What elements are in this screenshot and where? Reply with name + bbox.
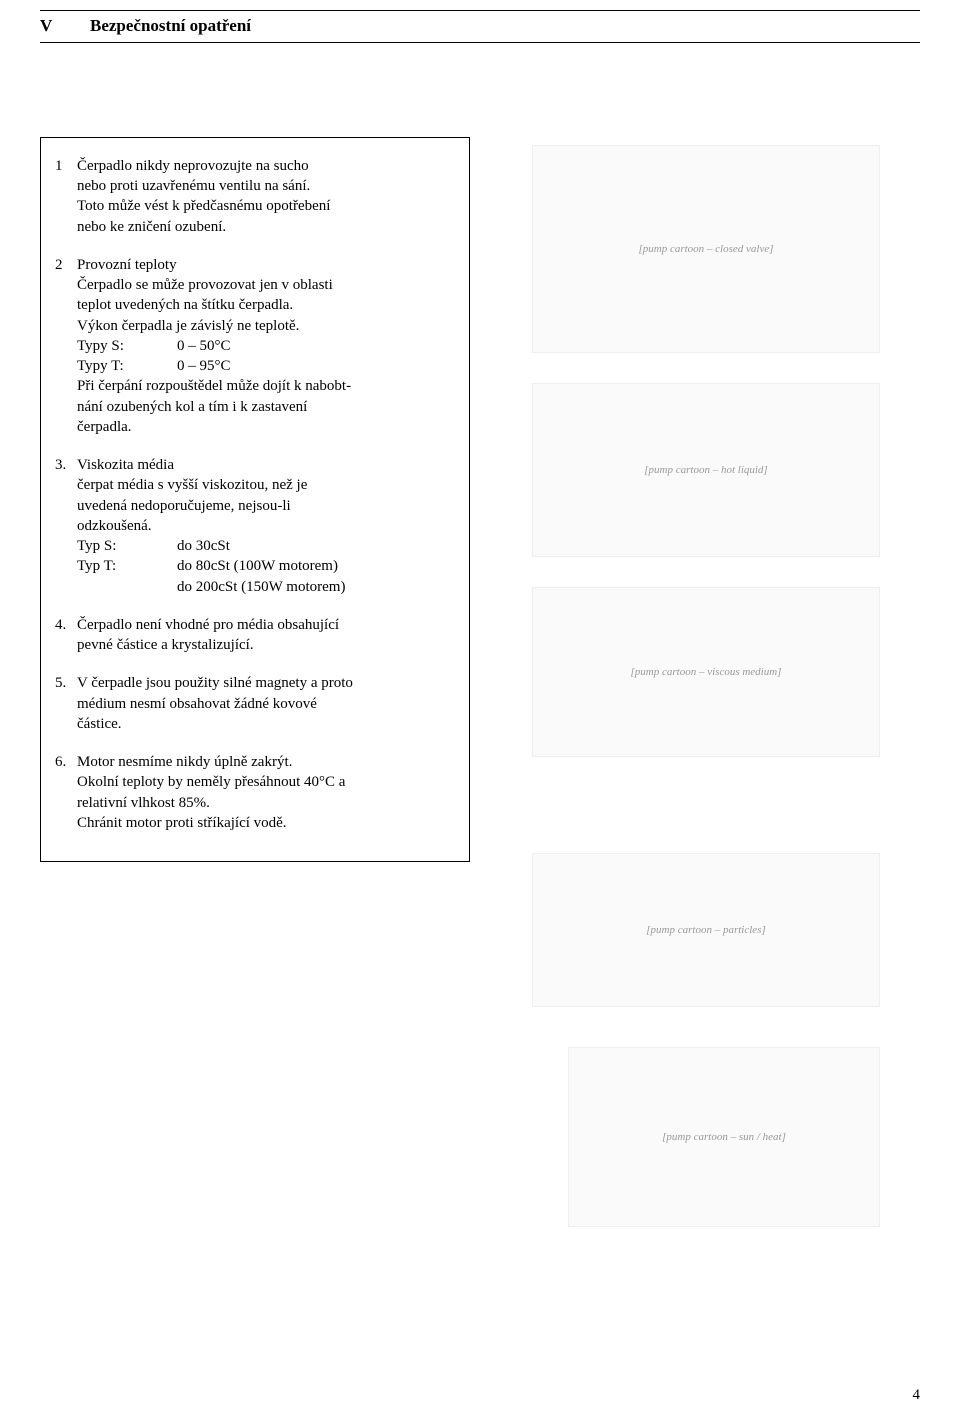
item-text: Okolní teploty by neměly přesáhnout 40°C… [77, 772, 455, 792]
item-text: teplot uvedených na štítku čerpadla. [77, 295, 455, 315]
section-header: V Bezpečnostní opatření [40, 10, 920, 43]
item-text: Toto může vést k předčasnému opotřebení [77, 196, 455, 216]
pump-illustration-2: [pump cartoon – hot liquid] [532, 383, 880, 557]
item-text: čerpadla. [77, 417, 455, 437]
item-text: Čerpadlo nikdy neprovozujte na sucho [77, 156, 455, 176]
item-text: médium nesmí obsahovat žádné kovové [77, 694, 455, 714]
item-number: 4. [55, 615, 77, 635]
item-number: 6. [55, 752, 77, 772]
item-number: 3. [55, 455, 77, 597]
type-value: do 30cSt [177, 536, 230, 556]
item-subtitle: Provozní teploty [77, 255, 455, 275]
type-label: Typy S: [77, 336, 177, 356]
type-value: 0 – 95°C [177, 356, 231, 376]
item-number: 5. [55, 673, 77, 734]
item-subtitle: Viskozita média [77, 455, 455, 475]
type-label: Typ T: [77, 556, 177, 576]
pump-illustration-5: [pump cartoon – sun / heat] [568, 1047, 880, 1227]
instruction-item-4: 4. Čerpadlo není vhodné pro média obsahu… [55, 615, 455, 656]
item-text: Výkon čerpadla je závislý ne teplotě. [77, 316, 455, 336]
item-text: nebo proti uzavřenému ventilu na sání. [77, 176, 455, 196]
instruction-item-2: 2 Provozní teploty Čerpadlo se může prov… [55, 255, 455, 437]
pump-illustration-1: [pump cartoon – closed valve] [532, 145, 880, 353]
page-number: 4 [913, 1385, 921, 1405]
content-area: 1 Čerpadlo nikdy neprovozujte na sucho n… [40, 137, 920, 1227]
item-text: relativní vlhkost 85%. [77, 793, 455, 813]
type-label: Typy T: [77, 356, 177, 376]
item-text: Čerpadlo není vhodné pro média obsahujíc… [77, 615, 455, 635]
item-text: částice. [77, 714, 455, 734]
item-text: odzkoušená. [77, 516, 455, 536]
item-text: Chránit motor proti stříkající vodě. [77, 813, 455, 833]
instruction-item-3: 3. Viskozita média čerpat média s vyšší … [55, 455, 455, 597]
item-text: nání ozubených kol a tím i k zastavení [77, 397, 455, 417]
instruction-item-5: 5. V čerpadle jsou použity silné magnety… [55, 673, 455, 734]
type-value: do 200cSt (150W motorem) [177, 577, 345, 597]
item-text: Motor nesmíme nikdy úplně zakrýt. [77, 752, 455, 772]
text-column: 1 Čerpadlo nikdy neprovozujte na sucho n… [40, 137, 470, 1227]
pump-illustration-4: [pump cartoon – particles] [532, 853, 880, 1007]
item-text: Při čerpání rozpouštědel může dojít k na… [77, 376, 455, 396]
type-value: 0 – 50°C [177, 336, 231, 356]
item-text: uvedená nedoporučujeme, nejsou-li [77, 496, 455, 516]
section-letter: V [40, 15, 90, 38]
instructions-box: 1 Čerpadlo nikdy neprovozujte na sucho n… [40, 137, 470, 862]
item-number: 1 [55, 156, 77, 237]
item-text: nebo ke zničení ozubení. [77, 217, 455, 237]
type-label [77, 577, 177, 597]
illustration-column: [pump cartoon – closed valve] [pump cart… [500, 137, 890, 1227]
pump-illustration-3: [pump cartoon – viscous medium] [532, 587, 880, 757]
instruction-item-6: 6. Motor nesmíme nikdy úplně zakrýt. Oko… [55, 752, 455, 833]
section-title: Bezpečnostní opatření [90, 15, 251, 38]
item-text: čerpat média s vyšší viskozitou, než je [77, 475, 455, 495]
item-text: V čerpadle jsou použity silné magnety a … [77, 673, 455, 693]
type-label: Typ S: [77, 536, 177, 556]
item-text: pevné částice a krystalizující. [55, 635, 455, 655]
item-number: 2 [55, 255, 77, 437]
item-text: Čerpadlo se může provozovat jen v oblast… [77, 275, 455, 295]
type-value: do 80cSt (100W motorem) [177, 556, 338, 576]
instruction-item-1: 1 Čerpadlo nikdy neprovozujte na sucho n… [55, 156, 455, 237]
